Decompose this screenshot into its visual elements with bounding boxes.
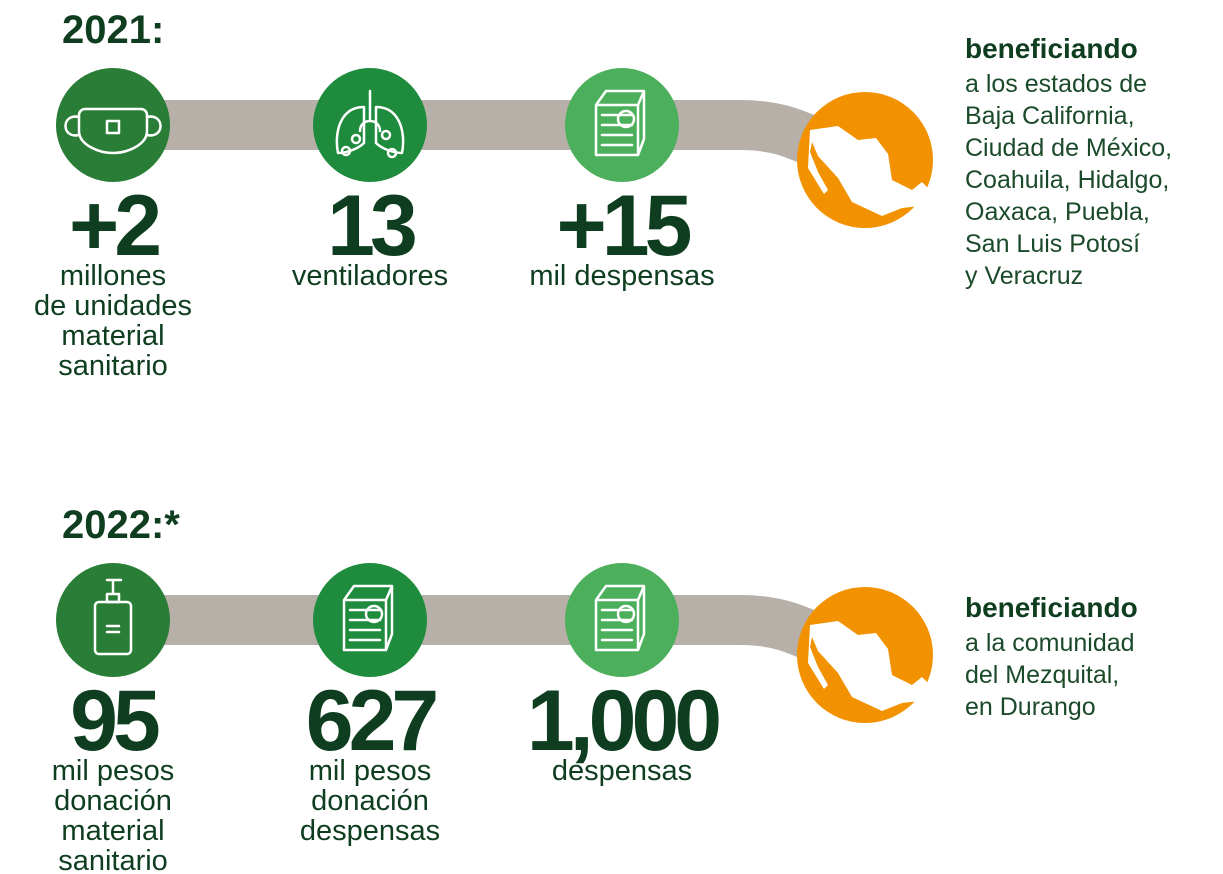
stat-label: despensas: [300, 815, 440, 847]
bottle-icon: [105, 624, 121, 634]
stat-number: 13: [327, 178, 415, 274]
stat-label: mil pesos: [52, 755, 175, 787]
stat-label: millones: [60, 260, 166, 292]
beneficiary-line: Ciudad de México,: [965, 134, 1172, 162]
beneficiary-heading: beneficiando: [965, 33, 1138, 64]
stat-label: material: [61, 320, 164, 352]
beneficiary-line: en Durango: [965, 693, 1096, 721]
box-icon: [600, 113, 634, 147]
beneficiary-line: Baja California,: [965, 102, 1135, 130]
stat-label: sanitario: [58, 350, 168, 382]
lungs-icon: [335, 105, 405, 155]
box-icon: [600, 608, 634, 642]
box-icon: [342, 584, 394, 652]
beneficiary-line: a la comunidad: [965, 629, 1135, 657]
stat-number: +2: [69, 178, 159, 274]
icon-circle: [56, 68, 170, 182]
badge: [616, 604, 636, 624]
timeline-band: [113, 595, 871, 680]
stat-label: donación: [54, 785, 172, 817]
stat-label: mil pesos: [309, 755, 432, 787]
stat-label: ventiladores: [292, 260, 448, 292]
stat-number: +15: [557, 178, 691, 274]
badge: [616, 109, 636, 129]
stat-label: donación: [311, 785, 429, 817]
virus: [340, 145, 352, 157]
beneficiary-line: y Veracruz: [965, 262, 1083, 290]
beneficiary-heading: beneficiando: [965, 592, 1138, 623]
stat-label: sanitario: [58, 845, 168, 874]
stat-label: material: [61, 815, 164, 847]
mexico-map: [808, 126, 928, 216]
timeline-band: [113, 100, 871, 185]
year: 2022:*: [62, 503, 180, 547]
bottle-icon: [93, 600, 133, 656]
badge: [364, 604, 384, 624]
mask-icon: [64, 115, 162, 137]
virus: [386, 147, 398, 159]
year: 2021:: [62, 8, 164, 52]
stat-label: despensas: [552, 755, 692, 787]
mask-icon: [77, 107, 149, 155]
stat-label: mil despensas: [529, 260, 714, 292]
box-icon: [348, 608, 382, 642]
beneficiary-line: del Mezquital,: [965, 661, 1119, 689]
stat-label: de unidades: [34, 290, 192, 322]
icon-circle: [56, 563, 170, 677]
stat-number: 1,000: [527, 673, 719, 769]
mask-icon: [105, 119, 121, 135]
beneficiary-line: a los estados de: [965, 70, 1147, 98]
box-icon: [594, 89, 646, 157]
icon-circle: [313, 68, 427, 182]
virus: [350, 133, 362, 145]
virus: [380, 129, 392, 141]
stat-number: 95: [70, 673, 159, 769]
box-icon: [594, 584, 646, 652]
beneficiary-line: Oaxaca, Puebla,: [965, 198, 1150, 226]
beneficiary-line: San Luis Potosí: [965, 230, 1140, 258]
stat-number: 627: [306, 673, 437, 769]
beneficiary-line: Coahuila, Hidalgo,: [965, 166, 1169, 194]
mexico-map: [808, 621, 928, 711]
